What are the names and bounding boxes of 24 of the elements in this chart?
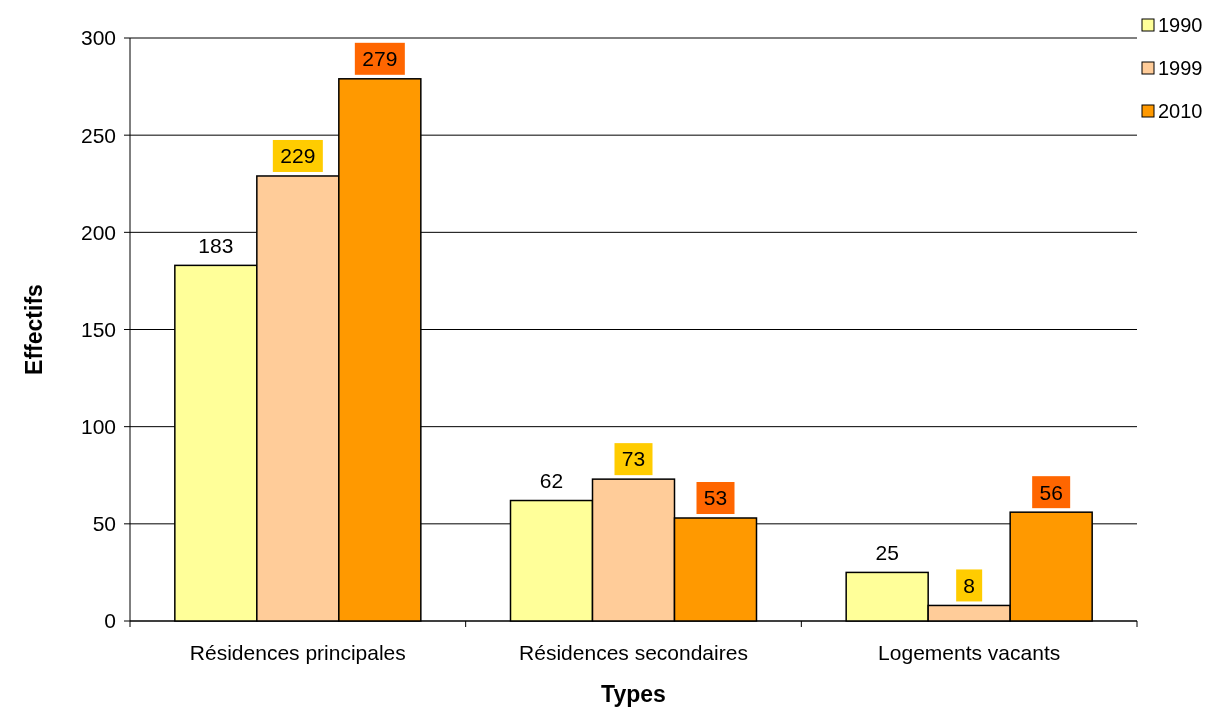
y-tick-label: 100 bbox=[80, 415, 116, 439]
data-label: 56 bbox=[1039, 480, 1063, 504]
data-label: 73 bbox=[621, 447, 646, 471]
y-tick-label: 50 bbox=[92, 512, 116, 536]
y-tick-label: 300 bbox=[80, 26, 116, 50]
data-label: 25 bbox=[875, 540, 899, 564]
y-tick-label: 250 bbox=[80, 123, 116, 147]
data-label: 279 bbox=[362, 47, 398, 71]
data-label: 53 bbox=[703, 486, 728, 510]
y-tick-label: 0 bbox=[104, 609, 116, 633]
y-tick-label: 150 bbox=[80, 317, 116, 341]
x-tick-label: Résidences principales bbox=[189, 641, 406, 664]
x-axis-title: Types bbox=[601, 681, 666, 707]
legend-label: 2010 bbox=[1158, 100, 1203, 122]
x-tick-label: Résidences secondaires bbox=[519, 641, 748, 664]
y-axis-title: Effectifs bbox=[21, 284, 47, 375]
legend-label: 1990 bbox=[1158, 14, 1203, 36]
data-label: 62 bbox=[539, 468, 564, 492]
legend-label: 1999 bbox=[1158, 57, 1203, 79]
data-label: 229 bbox=[280, 144, 316, 168]
y-tick-label: 200 bbox=[80, 220, 116, 244]
x-tick-label: Logements vacants bbox=[878, 641, 1061, 664]
data-label: 183 bbox=[198, 233, 234, 257]
data-label: 8 bbox=[963, 573, 976, 597]
